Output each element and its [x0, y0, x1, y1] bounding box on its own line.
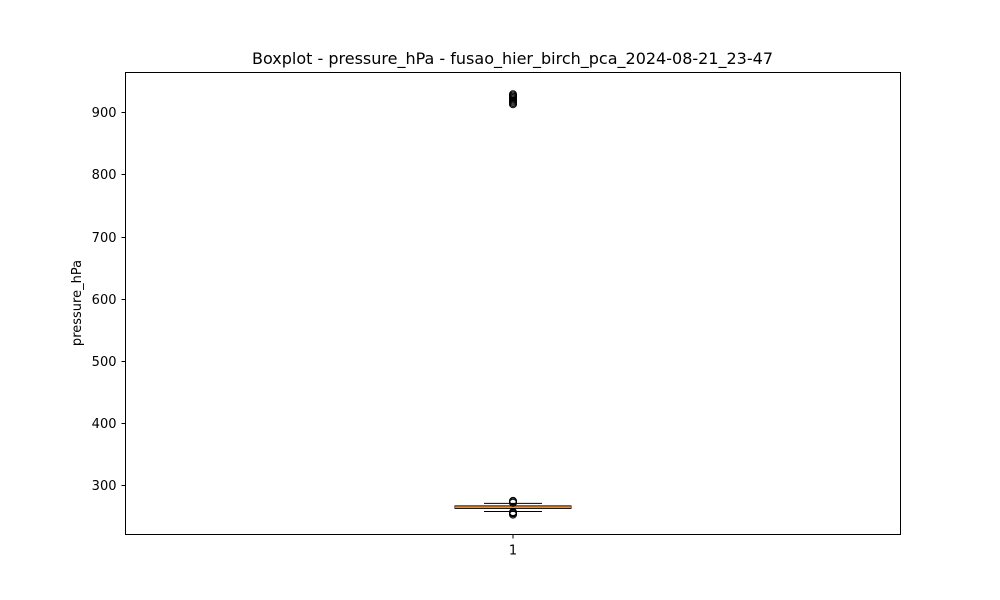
axes-frame [125, 72, 901, 535]
y-tick-label: 300 [92, 479, 117, 494]
y-tick-label: 800 [92, 168, 117, 183]
outlier-point [509, 496, 517, 505]
y-tick-label: 400 [92, 417, 117, 432]
chart-title: Boxplot - pressure_hPa - fusao_hier_birc… [252, 49, 773, 69]
x-tick-label: 1 [509, 544, 517, 559]
y-axis-label: pressure_hPa [70, 260, 85, 346]
outlier-point [509, 90, 517, 99]
y-tick-label: 900 [92, 106, 117, 121]
outlier-point [509, 508, 517, 517]
plot-area: 300 400 500 600 700 800 900 1 [92, 90, 572, 559]
y-tick-label: 600 [92, 293, 117, 308]
y-tick-label: 700 [92, 231, 117, 246]
y-tick-label: 500 [92, 355, 117, 370]
